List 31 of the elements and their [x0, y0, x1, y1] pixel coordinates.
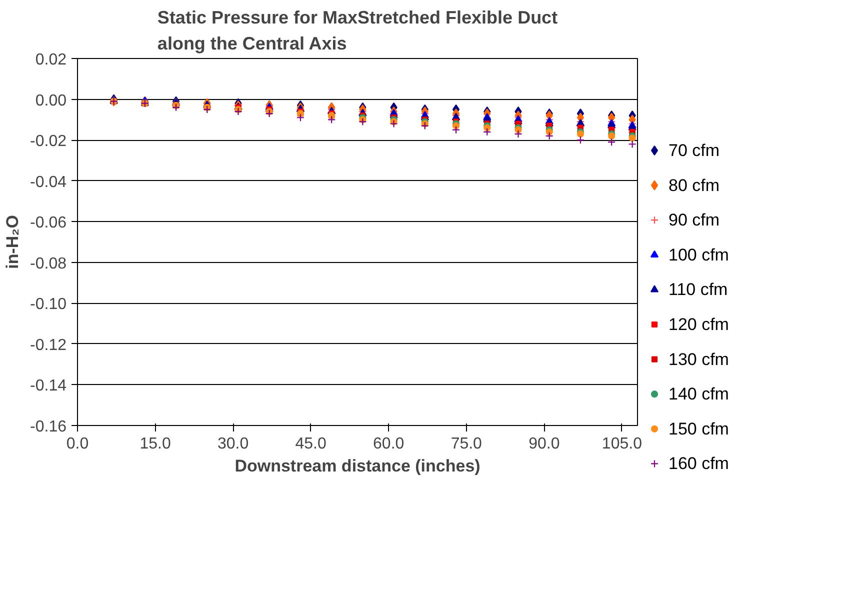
- x-tick-label: 0.0: [66, 436, 89, 452]
- y-tick-label: -0.08: [30, 255, 67, 272]
- x-tick-label: 105.0: [602, 436, 642, 452]
- legend-label: 140 cfm: [668, 384, 729, 404]
- legend-label: 160 cfm: [668, 454, 729, 474]
- legend-label: 110 cfm: [668, 280, 728, 300]
- x-axis-title: Downstream distance (inches): [234, 456, 480, 476]
- legend-label: 120 cfm: [668, 315, 729, 334]
- y-tick-label: -0.14: [30, 378, 67, 395]
- y-tick-label: 0.02: [35, 52, 67, 68]
- y-tick-label: -0.02: [30, 133, 67, 150]
- x-tick-label: 90.0: [528, 436, 560, 452]
- legend-label: 130 cfm: [668, 350, 729, 369]
- x-tick-label: 75.0: [450, 436, 482, 452]
- chart-title: Static Pressure for MaxStretched Flexible Duct along the Central Axis: [157, 8, 558, 54]
- x-tick-label: 15.0: [140, 436, 171, 452]
- y-tick-label: -0.06: [30, 214, 67, 232]
- legend-label: 150 cfm: [668, 419, 729, 438]
- y-axis-title: in-H₂O: [3, 215, 22, 269]
- legend-label: 70 cfm: [668, 141, 720, 160]
- x-tick-label: 60.0: [373, 436, 404, 452]
- y-tick-label: 0.00: [35, 92, 67, 110]
- legend-label: 80 cfm: [668, 176, 720, 195]
- y-tick-label: -0.10: [30, 296, 67, 314]
- legend-label: 90 cfm: [668, 210, 720, 230]
- legend-label: 100 cfm: [668, 245, 729, 264]
- y-tick-label: -0.16: [30, 418, 67, 436]
- x-tick-label: 30.0: [217, 436, 249, 452]
- y-tick-label: -0.04: [30, 174, 67, 191]
- x-tick-label: 45.0: [295, 436, 327, 452]
- y-tick-label: -0.12: [30, 336, 67, 354]
